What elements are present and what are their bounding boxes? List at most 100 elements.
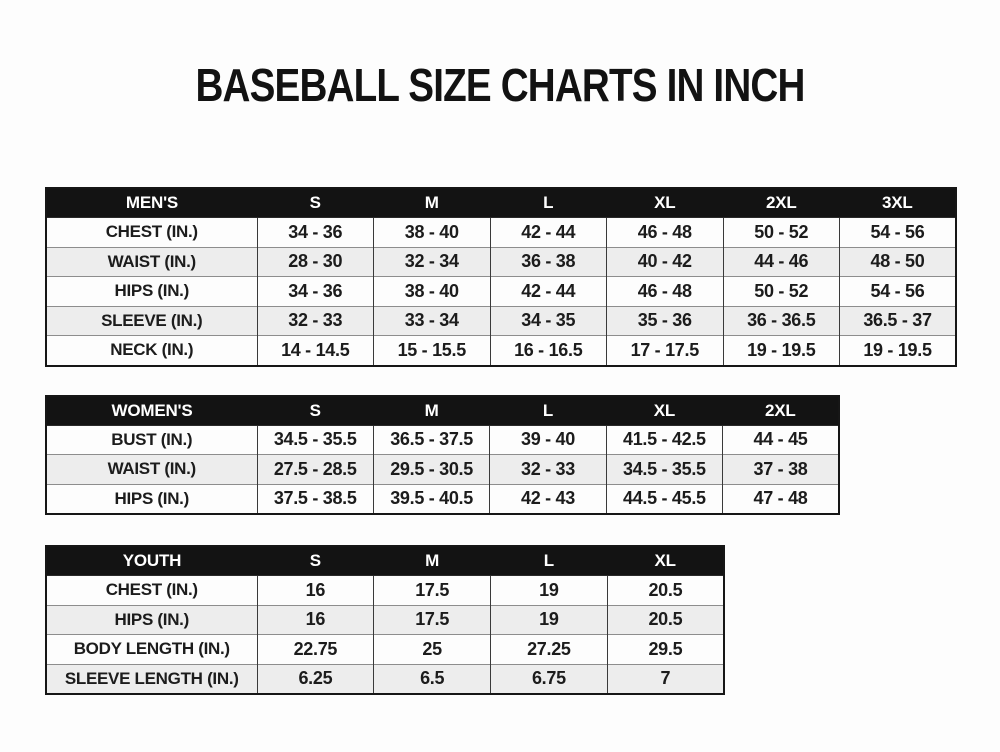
mens-header-row: MEN'S S M L XL 2XL 3XL (46, 188, 956, 218)
page-title: BASEBALL SIZE CHARTS IN INCH (195, 59, 805, 111)
size-value-cell: 32 - 34 (373, 246, 490, 277)
row-label: BODY LENGTH (IN.) (46, 634, 257, 664)
size-value-cell: 36 - 38 (489, 246, 607, 277)
youth-column-header-m: M (373, 546, 491, 576)
row-label: SLEEVE LENGTH (IN.) (46, 663, 257, 694)
size-value-cell: 42 - 43 (489, 483, 607, 514)
size-value-cell: 29.5 - 30.5 (372, 454, 490, 484)
womens-size-chart: WOMEN'S S M L XL 2XL BUST (IN.) 34.5 - 35.5 36.5… (45, 394, 840, 515)
size-value-cell: 54 - 56 (839, 276, 956, 306)
mens-column-header-m: M (373, 188, 490, 218)
size-value-cell: 17.5 (373, 575, 491, 605)
youth-column-header-xl: XL (607, 546, 724, 576)
size-value-cell: 6.5 (373, 663, 491, 694)
size-value-cell: 50 - 52 (722, 217, 840, 247)
womens-table-title: WOMEN'S (46, 395, 257, 425)
size-value-cell: 34 - 36 (256, 217, 374, 247)
row-label: HIPS (IN.) (46, 604, 257, 635)
size-value-cell: 38 - 40 (373, 276, 490, 306)
row-label: CHEST (IN.) (46, 217, 257, 247)
row-label: HIPS (IN.) (46, 276, 257, 306)
mens-column-header-s: S (257, 188, 374, 218)
youth-size-table: YOUTH S M L XL CHEST (IN.) 16 17.5 19 20.5 HIPS (I… (45, 545, 725, 695)
size-value-cell: 44.5 - 45.5 (605, 483, 723, 514)
size-value-cell: 35 - 36 (606, 305, 723, 336)
youth-column-header-s: S (257, 546, 374, 576)
size-value-cell: 6.75 (490, 663, 608, 694)
size-value-cell: 44 - 45 (722, 424, 839, 455)
womens-column-header-s: S (257, 395, 374, 425)
size-value-cell: 7 (606, 663, 724, 694)
mens-column-header-l: L (490, 188, 607, 218)
size-value-cell: 17.5 (373, 604, 491, 635)
womens-size-table: WOMEN'S S M L XL 2XL BUST (IN.) 34.5 - 35.5 36.5… (45, 394, 840, 515)
size-value-cell: 6.25 (256, 663, 374, 694)
tables-container: MEN'S S M L XL 2XL 3XL CHEST (IN.) 34 - 36 38 - 4… (45, 187, 957, 695)
mens-table-title: MEN'S (46, 188, 257, 218)
size-value-cell: 47 - 48 (722, 483, 839, 514)
womens-header-row: WOMEN'S S M L XL 2XL (46, 395, 839, 425)
womens-column-header-m: M (373, 395, 490, 425)
size-value-cell: 34 - 35 (489, 305, 607, 336)
size-value-cell: 19 (490, 575, 608, 605)
size-value-cell: 50 - 52 (722, 276, 840, 306)
row-label: WAIST (IN.) (46, 454, 257, 484)
row-label: CHEST (IN.) (46, 575, 257, 605)
size-value-cell: 42 - 44 (489, 276, 607, 306)
table-row: HIPS (IN.) 37.5 - 38.5 39.5 - 40.5 42 - 43 4… (46, 483, 839, 514)
table-row: HIPS (IN.) 34 - 36 38 - 40 42 - 44 46 - 48 50… (46, 276, 956, 306)
size-value-cell: 54 - 56 (839, 217, 956, 247)
table-row: WAIST (IN.) 28 - 30 32 - 34 36 - 38 40 - 42 4… (46, 246, 956, 277)
womens-column-header-2xl: 2XL (722, 395, 839, 425)
size-value-cell: 20.5 (606, 604, 724, 635)
womens-column-header-l: L (489, 395, 607, 425)
size-value-cell: 22.75 (256, 634, 374, 664)
size-value-cell: 17 - 17.5 (606, 335, 723, 366)
size-value-cell: 36.5 - 37.5 (372, 424, 490, 455)
table-row: CHEST (IN.) 34 - 36 38 - 40 42 - 44 46 - 48 5… (46, 217, 956, 247)
size-value-cell: 46 - 48 (606, 276, 723, 306)
table-row: SLEEVE LENGTH (IN.) 6.25 6.5 6.75 7 (46, 663, 724, 694)
table-row: BODY LENGTH (IN.) 22.75 25 27.25 29.5 (46, 634, 724, 664)
mens-column-header-3xl: 3XL (839, 188, 956, 218)
size-value-cell: 16 (256, 575, 374, 605)
row-label: SLEEVE (IN.) (46, 305, 257, 336)
size-value-cell: 39.5 - 40.5 (372, 483, 490, 514)
youth-column-header-l: L (490, 546, 608, 576)
size-value-cell: 46 - 48 (606, 217, 723, 247)
size-value-cell: 39 - 40 (489, 424, 607, 455)
size-value-cell: 32 - 33 (256, 305, 374, 336)
size-value-cell: 27.5 - 28.5 (256, 454, 374, 484)
size-value-cell: 38 - 40 (373, 217, 490, 247)
size-value-cell: 40 - 42 (606, 246, 723, 277)
size-value-cell: 32 - 33 (489, 454, 607, 484)
table-row: NECK (IN.) 14 - 14.5 15 - 15.5 16 - 16.5 17 … (46, 335, 956, 366)
size-value-cell: 25 (373, 634, 491, 664)
size-value-cell: 33 - 34 (373, 305, 490, 336)
size-value-cell: 19 (490, 604, 608, 635)
size-value-cell: 15 - 15.5 (373, 335, 490, 366)
size-value-cell: 44 - 46 (722, 246, 840, 277)
youth-table-title: YOUTH (46, 546, 257, 576)
row-label: NECK (IN.) (46, 335, 257, 366)
size-value-cell: 34.5 - 35.5 (605, 454, 723, 484)
table-row: CHEST (IN.) 16 17.5 19 20.5 (46, 575, 724, 605)
size-value-cell: 28 - 30 (256, 246, 374, 277)
size-value-cell: 14 - 14.5 (256, 335, 374, 366)
size-value-cell: 34.5 - 35.5 (256, 424, 374, 455)
size-value-cell: 41.5 - 42.5 (605, 424, 723, 455)
size-value-cell: 48 - 50 (839, 246, 956, 277)
youth-size-chart: YOUTH S M L XL CHEST (IN.) 16 17.5 19 20.5 HIPS (I… (45, 545, 725, 695)
size-value-cell: 37 - 38 (722, 454, 839, 484)
size-value-cell: 16 - 16.5 (489, 335, 607, 366)
table-row: SLEEVE (IN.) 32 - 33 33 - 34 34 - 35 35 - 36… (46, 305, 956, 336)
youth-header-row: YOUTH S M L XL (46, 546, 724, 576)
size-value-cell: 19 - 19.5 (722, 335, 840, 366)
size-value-cell: 27.25 (490, 634, 608, 664)
size-value-cell: 16 (256, 604, 374, 635)
mens-column-header-xl: XL (606, 188, 723, 218)
table-row: WAIST (IN.) 27.5 - 28.5 29.5 - 30.5 32 - 33… (46, 454, 839, 484)
row-label: WAIST (IN.) (46, 246, 257, 277)
table-row: BUST (IN.) 34.5 - 35.5 36.5 - 37.5 39 - 40 4… (46, 424, 839, 455)
